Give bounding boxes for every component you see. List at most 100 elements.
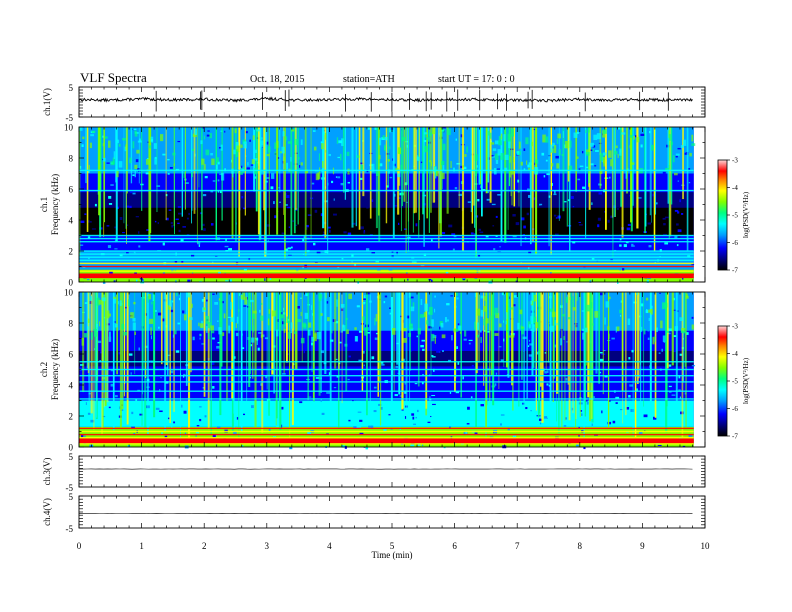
spectrogram-speckle bbox=[203, 135, 206, 140]
spectrogram-speckle bbox=[371, 199, 374, 202]
ch1-colorbar: -3-4-5-6-7 log(PSD(V²/Hz) bbox=[717, 157, 750, 275]
spectrogram-speckle bbox=[453, 167, 455, 172]
spectrogram-speckle bbox=[201, 383, 204, 385]
spectrogram-speckle bbox=[441, 160, 445, 166]
spectrogram-speckle bbox=[375, 171, 379, 177]
spectrogram-speckle bbox=[401, 257, 406, 260]
spectrogram-speckle bbox=[445, 271, 449, 275]
spectrogram-speckle bbox=[343, 419, 348, 423]
spectrogram-speckle bbox=[566, 296, 569, 303]
spectrogram-speckle bbox=[494, 383, 497, 386]
sferic-streak bbox=[312, 292, 315, 401]
spectrogram-speckle bbox=[576, 156, 579, 159]
spectrogram-speckle bbox=[428, 326, 432, 329]
spectrogram-speckle bbox=[551, 162, 554, 167]
y-axis-label: ch.3(V) bbox=[42, 458, 52, 486]
spectrogram-speckle bbox=[139, 293, 142, 296]
spectrogram-speckle bbox=[436, 350, 440, 353]
sferic-streak bbox=[167, 292, 169, 376]
sferic-streak bbox=[341, 292, 343, 404]
spectrogram-speckle bbox=[80, 244, 84, 246]
spectrogram-speckle bbox=[487, 330, 491, 333]
spectrogram-speckle bbox=[329, 229, 331, 233]
spectrogram-speckle bbox=[271, 310, 276, 317]
spectrogram-speckle bbox=[176, 292, 178, 297]
spectrogram-speckle bbox=[249, 299, 254, 303]
sferic-streak bbox=[561, 292, 563, 428]
sferic-streak bbox=[558, 292, 560, 434]
sferic-streak bbox=[508, 127, 511, 187]
x-tick-label: 7 bbox=[515, 541, 520, 551]
spectrogram-speckle bbox=[545, 155, 550, 158]
spectrogram-speckle bbox=[290, 157, 292, 162]
spectrogram-speckle bbox=[590, 163, 594, 166]
spectrogram-speckle bbox=[341, 340, 346, 343]
sferic-streak bbox=[307, 292, 310, 401]
spectrogram-speckle bbox=[237, 165, 239, 169]
spectrogram-speckle bbox=[420, 161, 424, 164]
spectrogram-speckle bbox=[652, 336, 655, 345]
spectrogram-speckle bbox=[191, 172, 193, 178]
sferic-streak bbox=[500, 127, 503, 242]
spectrogram-speckle bbox=[188, 212, 190, 216]
spectrogram-speckle bbox=[492, 404, 496, 407]
spectrogram-speckle bbox=[362, 316, 365, 321]
spectrogram-speckle bbox=[439, 351, 441, 353]
spectrogram-speckle bbox=[199, 418, 202, 422]
spectrogram-speckle bbox=[159, 389, 161, 392]
sferic-streak bbox=[570, 292, 572, 393]
spectrogram-speckle bbox=[222, 332, 225, 337]
sferic-streak bbox=[291, 292, 294, 425]
spectrogram-speckle bbox=[254, 337, 259, 341]
spectrogram-speckle bbox=[403, 154, 408, 157]
spectrogram-speckle bbox=[563, 379, 566, 382]
spectrogram-speckle bbox=[137, 168, 141, 170]
sferic-streak bbox=[595, 292, 598, 374]
sferic-streak bbox=[510, 127, 512, 197]
spectrogram-speckle bbox=[264, 337, 269, 340]
spectrogram-speckle bbox=[485, 318, 489, 324]
spectrogram-speckle bbox=[352, 399, 354, 402]
spectrogram-speckle bbox=[684, 152, 689, 155]
spectrogram-speckle bbox=[171, 425, 173, 429]
spectrogram-speckle bbox=[492, 225, 495, 227]
spectrogram-speckle bbox=[442, 350, 444, 353]
spectrogram-speckle bbox=[598, 192, 603, 195]
spectrogram-speckle bbox=[530, 410, 532, 412]
sferic-streak bbox=[156, 127, 158, 213]
spectrogram-speckle bbox=[260, 171, 265, 175]
spectrogram-speckle bbox=[225, 280, 229, 282]
spectrogram-speckle bbox=[636, 388, 638, 392]
spectrogram-speckle bbox=[452, 248, 455, 251]
sferic-streak bbox=[259, 127, 261, 223]
sferic-streak bbox=[138, 127, 140, 184]
spectrogram-speckle bbox=[241, 196, 244, 199]
figure-title: VLF Spectra bbox=[80, 70, 147, 85]
spectrogram-speckle bbox=[366, 332, 371, 334]
spectrogram-speckle bbox=[135, 399, 138, 402]
spectrogram-speckle bbox=[181, 384, 185, 387]
spectrogram-speckle bbox=[287, 320, 291, 324]
sferic-streak bbox=[454, 292, 456, 393]
spectrogram-speckle bbox=[223, 311, 225, 313]
spectrogram-speckle bbox=[628, 395, 631, 398]
spectrogram-speckle bbox=[118, 161, 123, 168]
sferic-streak bbox=[569, 127, 571, 252]
spectrogram-speckle bbox=[173, 421, 176, 424]
sferic-streak bbox=[405, 292, 408, 413]
sferic-streak bbox=[226, 292, 228, 401]
spectrogram-speckle bbox=[257, 347, 260, 351]
spectrogram-speckle bbox=[470, 396, 473, 399]
spectrogram-speckle bbox=[473, 233, 476, 235]
spectrogram-speckle bbox=[90, 419, 95, 423]
spectrogram-speckle bbox=[465, 430, 467, 434]
spectrogram-speckle bbox=[379, 137, 382, 146]
sferic-streak bbox=[552, 292, 554, 402]
spectrogram-speckle bbox=[434, 336, 436, 344]
spectrogram-speckle bbox=[589, 149, 593, 151]
spectrogram-speckle bbox=[217, 161, 220, 165]
spectrogram-speckle bbox=[212, 434, 216, 438]
spectrogram-speckle bbox=[311, 197, 314, 200]
spectrogram-speckle bbox=[252, 135, 255, 141]
